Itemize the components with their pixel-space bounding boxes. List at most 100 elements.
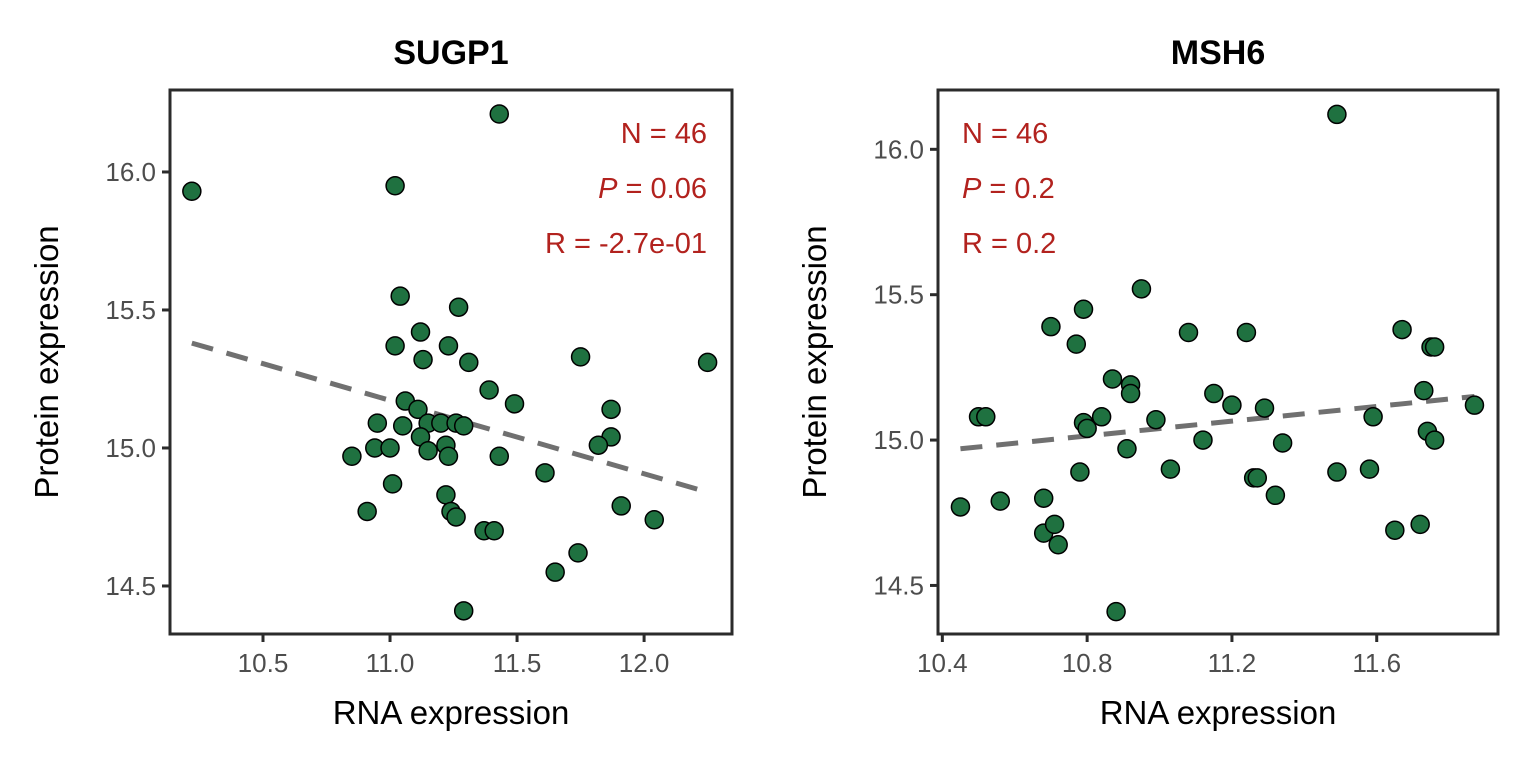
p-label: P [598, 173, 618, 205]
data-point [1048, 534, 1068, 555]
data-point [570, 347, 591, 367]
y-tick-label: 16.0 [105, 157, 156, 187]
data-point [1041, 316, 1061, 337]
data-point [697, 352, 718, 373]
trend-line [960, 393, 1475, 452]
data-point [1044, 514, 1065, 535]
data-point [568, 543, 588, 563]
data-point [410, 322, 431, 342]
data-point [380, 438, 400, 458]
data-point [385, 336, 405, 356]
plot-border [936, 88, 1500, 636]
data-point [1247, 468, 1268, 488]
data-point [1178, 322, 1199, 343]
y-tick-label: 14.5 [105, 571, 156, 601]
annotation-n: N = 46 [962, 118, 1048, 150]
data-point [1091, 407, 1112, 427]
data-point [1265, 485, 1286, 506]
data-point [1424, 337, 1445, 357]
data-point [1146, 409, 1166, 430]
data-point [1131, 279, 1152, 299]
data-point [1254, 398, 1275, 418]
x-tick-label: 10.4 [917, 648, 968, 678]
data-point [601, 399, 621, 420]
x-tick-label: 11.2 [1208, 648, 1257, 678]
x-tick-label: 11.0 [366, 648, 415, 678]
y-tick-label: 15.0 [873, 425, 924, 455]
data-point [392, 416, 413, 436]
chart-title: SUGP1 [393, 34, 508, 72]
data-point [504, 394, 525, 414]
annotation-p: P = 0.06 [598, 173, 707, 205]
data-point [385, 176, 405, 196]
data-point [436, 485, 456, 505]
data-point [484, 521, 504, 541]
data-point [489, 104, 510, 124]
y-tick-label: 15.5 [105, 295, 156, 325]
data-point [644, 509, 665, 530]
data-point [413, 349, 433, 370]
data-point [1102, 369, 1123, 389]
data-point [1077, 418, 1097, 439]
annotation-p: P = 0.2 [962, 173, 1055, 205]
data-point [418, 440, 438, 461]
data-point [1236, 322, 1257, 343]
data-point [453, 416, 474, 436]
x-tick-label: 12.0 [619, 648, 670, 678]
annotation-r: R = -2.7e-01 [545, 228, 707, 260]
x-tick-label: 11.6 [1352, 648, 1401, 678]
y-tick-label: 15.5 [873, 280, 924, 310]
data-point [1363, 407, 1383, 427]
p-value: = 0.06 [618, 173, 708, 205]
data-point [408, 399, 428, 420]
data-point [1359, 459, 1380, 479]
panel-sugp1: SUGP1 10.5 11.0 11.5 12.0 14.5 15.0 15.5 16.0 RNA… [28, 34, 734, 731]
y-tick-label: 16.0 [873, 134, 924, 164]
panel-msh6: MSH6 10.4 10.8 11.2 11.6 14.5 15.0 15.5 16.0 RNA … [796, 34, 1500, 731]
data-point [1120, 383, 1141, 404]
p-value: = 0.2 [981, 173, 1054, 205]
data-point [448, 297, 469, 317]
data-point [438, 336, 459, 356]
data-point [357, 501, 377, 522]
data-point [1327, 104, 1347, 125]
data-point [1117, 439, 1137, 459]
data-point [479, 380, 499, 400]
data-point [182, 181, 202, 202]
y-axis-title: Protein expression [796, 225, 833, 498]
annotation-n: N = 46 [621, 118, 707, 150]
data-point [367, 413, 388, 433]
data-point [535, 463, 555, 483]
data-point [453, 601, 474, 621]
y-tick-label: 15.0 [105, 433, 156, 463]
x-axis-title: RNA expression [1100, 694, 1337, 731]
data-point [1160, 459, 1181, 479]
data-point [990, 491, 1011, 511]
data-point [1410, 514, 1430, 535]
x-tick-label: 10.8 [1062, 648, 1113, 678]
data-point [545, 562, 565, 582]
data-point [1070, 462, 1090, 482]
y-tick-label: 14.5 [873, 570, 924, 600]
data-point [390, 286, 410, 306]
annotation-r: R = 0.2 [962, 228, 1056, 260]
data-point [1222, 395, 1242, 415]
data-point [1073, 299, 1094, 319]
chart-title: MSH6 [1171, 34, 1265, 72]
data-point [1033, 488, 1054, 508]
data-point [588, 435, 609, 455]
data-point [1193, 430, 1213, 450]
data-point [1066, 334, 1087, 354]
data-point [382, 474, 403, 494]
x-tick-label: 10.5 [238, 648, 289, 678]
data-point [1106, 601, 1126, 622]
data-point [489, 446, 510, 467]
data-point [1464, 395, 1485, 415]
data-point [446, 507, 466, 527]
data-point [342, 446, 362, 467]
data-point [1385, 520, 1405, 540]
data-point [1327, 462, 1347, 482]
data-point [1392, 319, 1412, 340]
data-point [1424, 430, 1445, 450]
